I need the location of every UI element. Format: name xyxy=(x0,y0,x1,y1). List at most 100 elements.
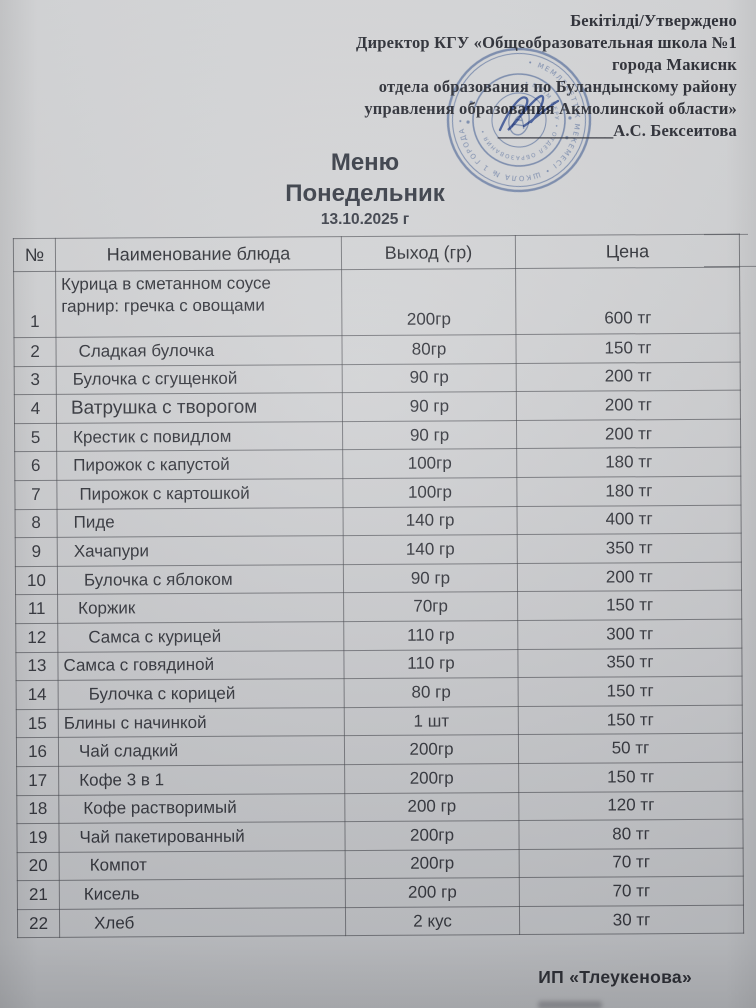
price: 150 тг xyxy=(517,590,742,621)
dish-name: Булочка с сгущенкой xyxy=(56,364,343,395)
table-row: 21 Кисель 200 гр 70 тг xyxy=(17,876,744,910)
stamp-outer-circle xyxy=(446,47,592,193)
table-row: 17 Кофе 3 в 1 200гр 150 тг xyxy=(16,762,743,796)
header-price: Цена xyxy=(515,234,740,269)
row-number: 4 xyxy=(14,394,57,424)
table-row: 16 Чай сладкий 200гр 50 тг xyxy=(16,733,743,767)
row-number: 22 xyxy=(17,909,60,939)
dish-name: Кисель xyxy=(59,878,346,910)
row-number: 21 xyxy=(17,880,60,910)
stamp-dots xyxy=(466,100,572,140)
menu-title-block: Меню Понедельник 13.10.2025 г xyxy=(85,148,645,230)
dish-name: Сладкая булочка xyxy=(55,335,343,366)
price: 200 тг xyxy=(517,561,742,592)
table-row: 15 Блины с начинкой 1 шт 150 тг xyxy=(16,704,743,738)
dish-name: Хлеб xyxy=(59,907,346,938)
portion-weight: 2 кус xyxy=(345,906,520,937)
handwritten-signature xyxy=(498,94,560,132)
official-stamp-seal: • МЕМЛЕКЕТТІК МЕКЕМЕСІ • ШКОЛА № 1 ГОРОД… xyxy=(446,47,592,193)
table-row: 1 Курица в сметанном соусе гарнир: гречка … xyxy=(13,267,740,338)
portion-weight: 100гр xyxy=(342,477,518,508)
price: 200 тг xyxy=(516,361,741,392)
row-number: 2 xyxy=(13,337,57,367)
price: 70 тг xyxy=(519,876,744,907)
dish-name: Чай пакетированный xyxy=(58,821,346,853)
portion-weight: 200гр xyxy=(344,820,520,851)
menu-table-body: 1 Курица в сметанном соусе гарнир: гречка … xyxy=(13,267,744,939)
menu-title: Меню xyxy=(330,149,400,176)
row-number: 10 xyxy=(15,566,58,595)
row-number: 18 xyxy=(16,794,59,824)
row-number: 1 xyxy=(13,271,56,338)
row-number: 20 xyxy=(17,852,60,881)
price: 50 тг xyxy=(518,733,743,764)
row-number: 13 xyxy=(15,651,59,681)
row-number: 16 xyxy=(16,737,59,767)
price: 600 тг xyxy=(515,267,740,335)
dish-name: Коржик xyxy=(57,592,344,624)
table-row: 18 Кофе растворимый 200 гр 120 тг xyxy=(16,790,743,824)
dish-name: Самса с курицей xyxy=(57,621,344,652)
approval-header: Бекітілді/Утверждено Директор КГУ «Общео… xyxy=(0,10,737,142)
header-weight: Выход (гр) xyxy=(341,235,516,270)
row-number: 12 xyxy=(15,623,58,653)
menu-table-header: № Наименование блюда Выход (гр) Цена xyxy=(13,234,740,272)
portion-weight: 70гр xyxy=(343,591,518,622)
signature-underline: ______________ xyxy=(497,121,614,140)
row-number: 14 xyxy=(16,680,59,710)
table-row: 20 Компот 200гр 70 тг xyxy=(17,847,744,881)
approval-line: Бекітілді/Утверждено xyxy=(570,11,737,30)
price: 150 тг xyxy=(518,762,743,793)
price: 150 тг xyxy=(518,676,743,707)
portion-weight: 140 гр xyxy=(343,506,518,536)
row-number: 9 xyxy=(15,537,58,567)
row-number: 7 xyxy=(14,480,58,510)
price: 200 тг xyxy=(516,390,741,421)
row-number: 6 xyxy=(14,451,57,481)
dish-name: Булочка с яблоком xyxy=(57,564,344,595)
header-row: № Наименование блюда Выход (гр) Цена xyxy=(13,234,740,272)
row-number: 8 xyxy=(15,508,58,538)
approval-line: отдела образования по Буландынскому райо… xyxy=(378,77,737,96)
signature-line: ______________А.С. Бексеитова xyxy=(0,120,737,142)
portion-weight: 200гр xyxy=(341,268,516,336)
price: 150 тг xyxy=(518,704,743,735)
approval-line: управления образования Акмолинской облас… xyxy=(364,99,737,118)
portion-weight: 80гр xyxy=(341,334,517,365)
table-row: 6 Пирожок с капустой 100гр 180 тг xyxy=(14,447,741,481)
portion-weight: 200гр xyxy=(345,849,520,879)
dish-name: Крестик с повидлом xyxy=(56,421,343,452)
portion-weight: 200гр xyxy=(344,734,519,765)
table-row: 12 Самса с курицей 110 гр 300 тг xyxy=(15,619,742,653)
portion-weight: 110 гр xyxy=(343,649,519,679)
row-number: 11 xyxy=(15,594,58,624)
menu-table-wrap: № Наименование блюда Выход (гр) Цена 1 Ку… xyxy=(13,234,744,939)
approval-line: Директор КГУ «Общеобразовательная школа … xyxy=(356,33,737,52)
table-row: 14 Булочка с корицей 80 гр 150 тг xyxy=(16,676,743,710)
table-row: 13 Самса с говядиной 110 гр 350 тг xyxy=(15,647,743,681)
dish-name: Ватрушка с творогом xyxy=(56,392,343,424)
table-row: 11 Коржик 70гр 150 тг xyxy=(15,590,742,624)
menu-table: № Наименование блюда Выход (гр) Цена 1 Ку… xyxy=(13,234,744,939)
dish-name-line: Курица в сметанном соусе xyxy=(61,273,272,294)
price: 180 тг xyxy=(516,476,742,507)
table-row: 4 Ватрушка с творогом 90 гр 200 тг xyxy=(14,390,741,424)
portion-weight: 90 гр xyxy=(342,391,517,422)
table-row: 8 Пиде 140 гр 400 тг xyxy=(15,504,742,538)
table-row: 22 Хлеб 2 кус 30 тг xyxy=(17,905,744,939)
price: 200 тг xyxy=(516,418,741,449)
dish-name: Пирожок с капустой xyxy=(56,449,343,481)
dish-name: Кофе 3 в 1 xyxy=(58,764,345,795)
portion-weight: 90 гр xyxy=(343,563,518,593)
dish-name: Пиде xyxy=(57,507,344,538)
table-row: 10 Булочка с яблоком 90 гр 200 тг xyxy=(15,561,742,595)
row-number: 3 xyxy=(14,365,57,395)
portion-weight: 90 гр xyxy=(342,363,517,393)
portion-weight: 80 гр xyxy=(344,677,519,708)
header-dish-name: Наименование блюда xyxy=(55,236,342,272)
portion-weight: 110 гр xyxy=(343,620,518,651)
cut-off-text-smudge xyxy=(538,1001,602,1008)
dish-name: Булочка с корицей xyxy=(58,678,345,710)
portion-weight: 90 гр xyxy=(342,420,517,450)
table-row: 7 Пирожок с картошкой 100гр 180 тг xyxy=(14,476,742,510)
